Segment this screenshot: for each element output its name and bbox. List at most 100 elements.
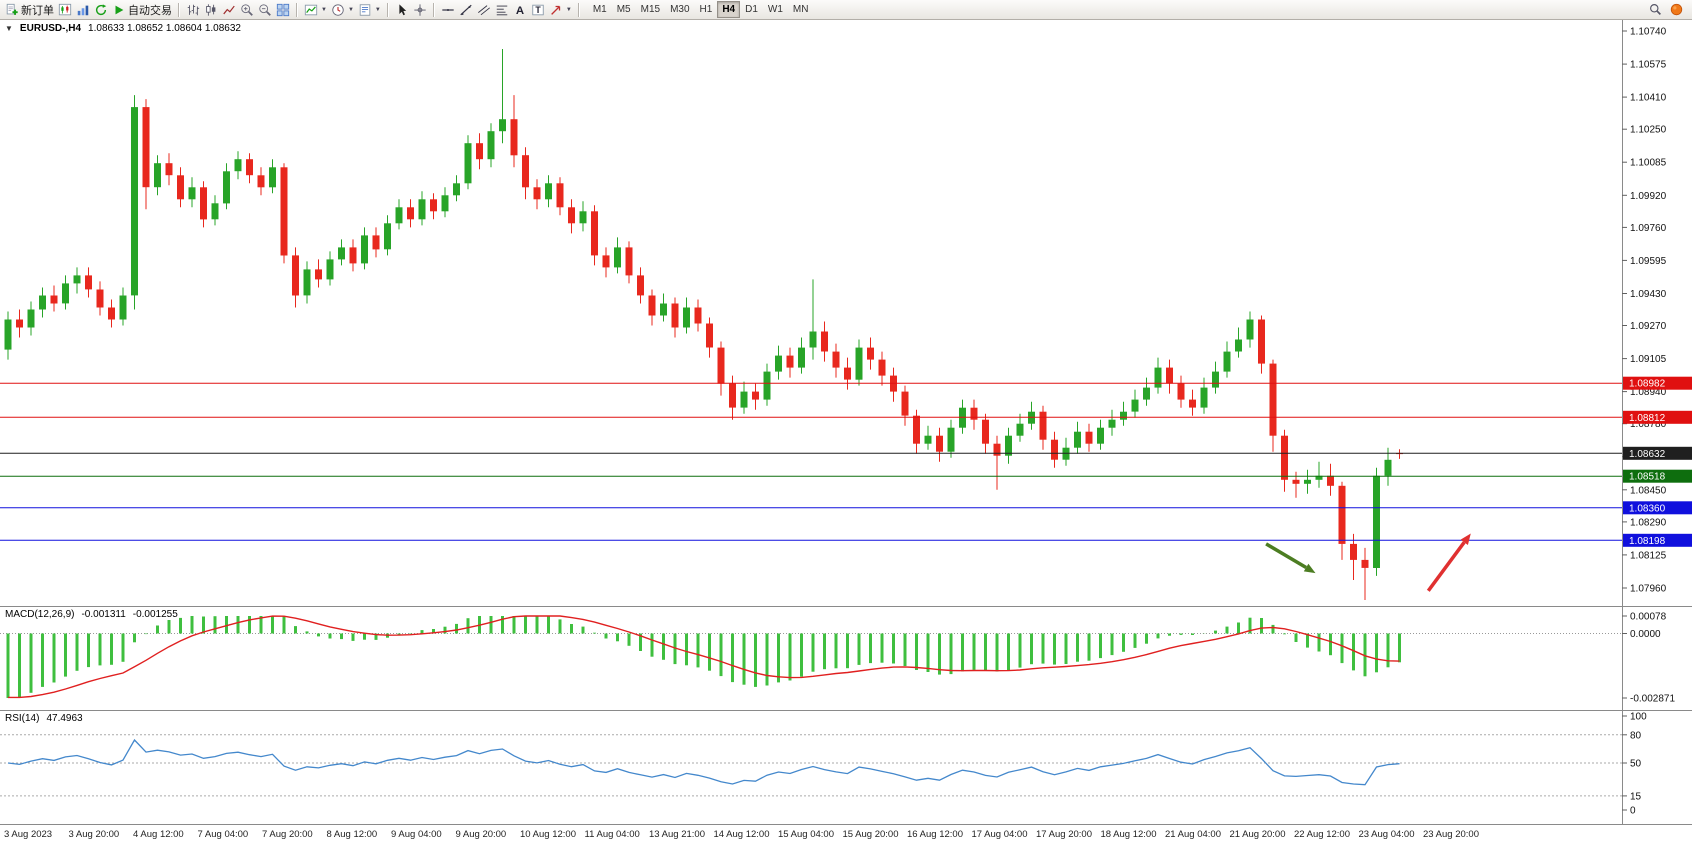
price-tick-label: 1.09270 bbox=[1630, 321, 1667, 332]
chevron-down-icon[interactable]: ▼ bbox=[321, 6, 327, 13]
timeframe-h1[interactable]: H1 bbox=[699, 4, 713, 15]
notifications-button[interactable] bbox=[1668, 1, 1685, 19]
price-tag-text: 1.08632 bbox=[1629, 449, 1666, 460]
toolbar-right bbox=[1647, 1, 1689, 19]
macd-signal-line bbox=[8, 615, 1400, 699]
profiles-button[interactable] bbox=[74, 1, 92, 19]
chevron-down-icon[interactable]: ▼ bbox=[565, 6, 572, 13]
price-chart-canvas[interactable]: 1.10740 1.10575 1.10410 1.10250 1.10085 1.099… bbox=[0, 20, 1692, 606]
time-label: 13 Aug 21:00 bbox=[649, 829, 705, 840]
price-tick-label: 1.10575 bbox=[1630, 60, 1667, 71]
bullish-arrow-head[interactable] bbox=[1460, 533, 1471, 546]
timeframe-m15[interactable]: M15 bbox=[640, 4, 661, 15]
new-order-button[interactable]: 新订单 bbox=[3, 1, 56, 19]
experts-button[interactable] bbox=[92, 1, 110, 19]
rsi-line bbox=[7, 738, 1400, 786]
price-tag-1.08360 bbox=[1623, 501, 1692, 515]
text-label-button[interactable]: T bbox=[529, 1, 547, 19]
timeframe-mn[interactable]: MN bbox=[792, 4, 809, 15]
tile-windows-icon bbox=[276, 3, 290, 16]
rsi-tick-label: 15 bbox=[1630, 791, 1642, 802]
bearish-arrow-head[interactable] bbox=[1303, 563, 1316, 574]
search-icon bbox=[1650, 4, 1661, 15]
toolbar-separator bbox=[178, 2, 180, 17]
timeframe-m5[interactable]: M5 bbox=[616, 4, 631, 15]
zoom-out-button[interactable] bbox=[256, 1, 274, 19]
time-label: 17 Aug 04:00 bbox=[971, 829, 1028, 840]
search-button[interactable] bbox=[1647, 1, 1664, 19]
chart-type-line-button[interactable] bbox=[220, 1, 238, 19]
fibonacci-retracement-button[interactable] bbox=[493, 1, 511, 19]
price-axis: 1.10740 1.10575 1.10410 1.10250 1.10085 1.099… bbox=[1622, 20, 1692, 606]
price-tick-label: 1.07960 bbox=[1630, 584, 1667, 595]
crosshair-button[interactable] bbox=[411, 1, 429, 19]
rsi-tick-label: 80 bbox=[1630, 730, 1642, 741]
svg-text:A: A bbox=[516, 4, 524, 16]
hline-icon bbox=[442, 8, 454, 11]
price-tick-label: 1.08450 bbox=[1630, 485, 1667, 496]
time-label: 15 Aug 04:00 bbox=[778, 829, 834, 840]
arrows-tool-button[interactable]: ▼ bbox=[547, 1, 574, 19]
text-button[interactable]: A bbox=[511, 1, 529, 19]
svg-text:T: T bbox=[535, 5, 541, 15]
cursor-button[interactable] bbox=[393, 1, 411, 19]
time-label: 9 Aug 20:00 bbox=[455, 829, 507, 840]
chevron-down-icon[interactable]: ▼ bbox=[374, 6, 381, 13]
templates-button[interactable]: ▼ bbox=[356, 1, 383, 19]
timeframe-w1[interactable]: W1 bbox=[767, 4, 783, 15]
price-tag-text: 1.08982 bbox=[1629, 379, 1666, 390]
crosshair-icon bbox=[414, 3, 426, 16]
rsi-tick-label: 0 bbox=[1630, 806, 1636, 817]
periods-button[interactable]: ▼ bbox=[329, 1, 356, 19]
zoom-in-button[interactable] bbox=[238, 1, 256, 19]
time-label: 15 Aug 20:00 bbox=[842, 829, 899, 840]
price-tag-text: 1.08198 bbox=[1629, 536, 1666, 547]
macd-tick-label: 0.00078 bbox=[1630, 612, 1667, 623]
chart-window-icon bbox=[58, 3, 72, 15]
macd-panel[interactable]: 0.00078 0.0000 -0.002871 bbox=[0, 606, 1692, 710]
collapse-triangle-icon[interactable]: ▼ bbox=[5, 24, 13, 33]
timeframe-m1[interactable]: M1 bbox=[592, 4, 607, 15]
bearish-arrow[interactable] bbox=[1265, 542, 1307, 570]
main-toolbar: 新订单 自动交易 ▼ ▼ ▼ A T ▼ M1 M5 M15 M30 H1 H4 D1 W1 MN bbox=[0, 0, 1692, 20]
bullish-arrow[interactable] bbox=[1426, 541, 1466, 592]
macd-tick-label: -0.002871 bbox=[1630, 694, 1675, 705]
channel-icon bbox=[477, 4, 490, 15]
toolbar-separator bbox=[386, 2, 389, 17]
equidistant-channel-button[interactable] bbox=[475, 1, 493, 19]
tile-windows-button[interactable] bbox=[274, 1, 292, 19]
indicators-icon bbox=[304, 4, 318, 15]
chevron-down-icon[interactable]: ▼ bbox=[347, 6, 354, 13]
toolbar-separator bbox=[296, 2, 298, 17]
periods-icon bbox=[332, 3, 344, 16]
time-label: 4 Aug 12:00 bbox=[133, 829, 184, 840]
time-label: 18 Aug 12:00 bbox=[1100, 829, 1157, 840]
timeframe-h4[interactable]: H4 bbox=[717, 1, 741, 18]
price-tag-1.08982 bbox=[1623, 376, 1692, 390]
time-label: 10 Aug 12:00 bbox=[520, 829, 576, 840]
price-tag-text: 1.08360 bbox=[1629, 503, 1666, 514]
chart-type-candles-button[interactable] bbox=[202, 1, 220, 19]
indicators-button[interactable]: ▼ bbox=[302, 1, 329, 19]
new-order-label: 新订单 bbox=[21, 4, 54, 17]
trendline-button[interactable] bbox=[457, 1, 475, 19]
autotrade-icon bbox=[115, 5, 124, 14]
timeframe-d1[interactable]: D1 bbox=[745, 4, 758, 15]
autotrading-button[interactable]: 自动交易 bbox=[110, 1, 174, 19]
timeframe-m30[interactable]: M30 bbox=[670, 4, 690, 15]
horizontal-line-button[interactable] bbox=[439, 1, 457, 19]
experts-icon bbox=[95, 3, 107, 15]
time-label: 17 Aug 20:00 bbox=[1036, 829, 1092, 840]
chart-type-bars-button[interactable] bbox=[184, 1, 202, 19]
arrow-tool-icon bbox=[551, 5, 561, 15]
chart-window-button[interactable] bbox=[56, 1, 74, 19]
time-label: 3 Aug 20:00 bbox=[68, 829, 120, 840]
price-tick-label: 1.10740 bbox=[1630, 27, 1667, 38]
time-label: 23 Aug 20:00 bbox=[1423, 829, 1479, 840]
time-label: 14 Aug 12:00 bbox=[713, 829, 770, 840]
price-tick-label: 1.09430 bbox=[1630, 289, 1667, 300]
time-label: 9 Aug 04:00 bbox=[391, 829, 442, 840]
rsi-panel[interactable]: 100 80 50 15 0 bbox=[0, 710, 1692, 824]
hline-overlay bbox=[0, 382, 1622, 541]
rsi-tick-label: 50 bbox=[1630, 759, 1642, 770]
